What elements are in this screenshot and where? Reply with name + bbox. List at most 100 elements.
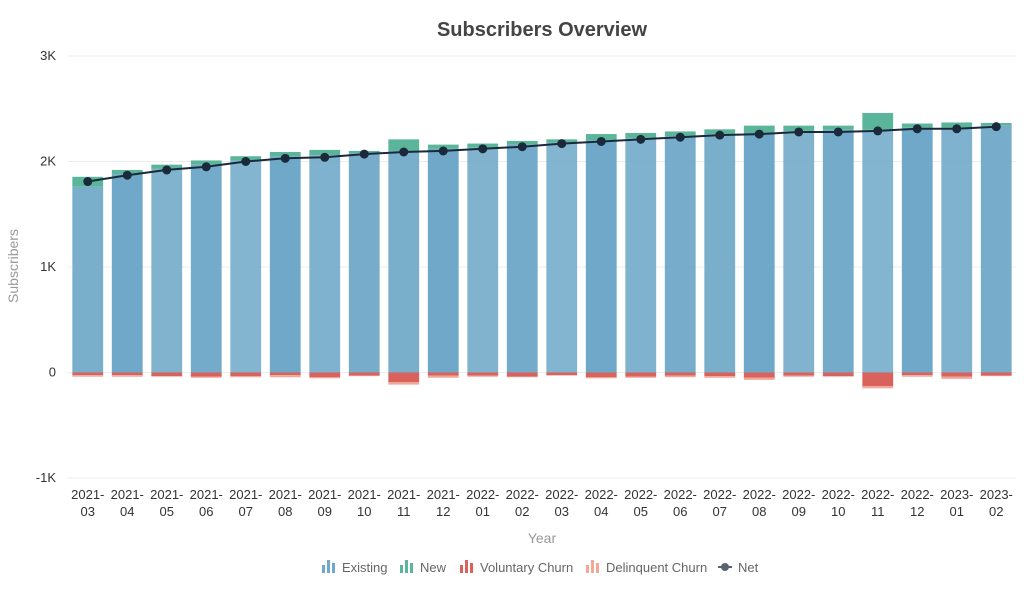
bar-existing[interactable] <box>388 150 420 373</box>
bar-delinquent-churn[interactable] <box>388 381 420 385</box>
bar-delinquent-churn[interactable] <box>941 376 973 379</box>
bar-voluntary-churn[interactable] <box>151 372 183 377</box>
bar-delinquent-churn[interactable] <box>111 375 143 377</box>
bar-existing[interactable] <box>269 156 301 373</box>
net-point[interactable] <box>636 134 646 144</box>
bar-existing[interactable] <box>822 129 854 373</box>
net-point[interactable] <box>991 122 1001 132</box>
bar-voluntary-churn[interactable] <box>388 372 420 382</box>
bar-delinquent-churn[interactable] <box>230 376 262 378</box>
bar-voluntary-churn[interactable] <box>704 372 736 377</box>
net-point[interactable] <box>715 130 725 140</box>
bar-delinquent-churn[interactable] <box>151 376 183 377</box>
bar-voluntary-churn[interactable] <box>230 372 262 377</box>
bar-existing[interactable] <box>546 142 578 373</box>
net-point[interactable] <box>952 124 962 134</box>
bar-existing[interactable] <box>941 127 973 373</box>
net-point[interactable] <box>754 129 764 139</box>
bar-voluntary-churn[interactable] <box>309 372 341 378</box>
legend-item-net[interactable]: Net <box>718 560 759 575</box>
bar-voluntary-churn[interactable] <box>348 372 380 376</box>
bar-delinquent-churn[interactable] <box>72 375 104 377</box>
bar-voluntary-churn[interactable] <box>546 372 578 376</box>
bar-voluntary-churn[interactable] <box>111 372 143 376</box>
net-point[interactable] <box>241 157 251 166</box>
net-point[interactable] <box>83 177 93 187</box>
net-point[interactable] <box>359 149 369 159</box>
bar-existing[interactable] <box>309 155 341 373</box>
net-point[interactable] <box>162 165 172 175</box>
bar-new[interactable] <box>862 112 894 130</box>
bar-delinquent-churn[interactable] <box>309 377 341 379</box>
legend-item-existing[interactable]: Existing <box>322 560 388 575</box>
bar-existing[interactable] <box>783 130 815 373</box>
bar-delinquent-churn[interactable] <box>546 375 578 376</box>
bar-existing[interactable] <box>704 134 736 373</box>
bar-voluntary-churn[interactable] <box>467 372 499 376</box>
bar-voluntary-churn[interactable] <box>625 372 657 377</box>
net-point[interactable] <box>478 144 488 154</box>
bar-existing[interactable] <box>743 133 775 373</box>
net-point[interactable] <box>596 136 606 146</box>
bar-existing[interactable] <box>585 140 617 373</box>
bar-new[interactable] <box>388 139 420 151</box>
bar-voluntary-churn[interactable] <box>664 372 696 376</box>
bar-delinquent-churn[interactable] <box>664 375 696 378</box>
legend[interactable]: Existing New Voluntary Churn Delinquent Chu… <box>322 560 759 575</box>
bar-voluntary-churn[interactable] <box>72 372 104 376</box>
bar-existing[interactable] <box>72 186 104 373</box>
bar-voluntary-churn[interactable] <box>269 372 301 376</box>
net-point[interactable] <box>794 127 804 137</box>
bar-new[interactable] <box>743 125 775 134</box>
bar-existing[interactable] <box>664 136 696 373</box>
net-point[interactable] <box>399 147 409 157</box>
bar-existing[interactable] <box>862 129 894 373</box>
bar-voluntary-churn[interactable] <box>901 372 933 376</box>
bar-delinquent-churn[interactable] <box>348 375 380 377</box>
net-point[interactable] <box>833 127 843 137</box>
bar-delinquent-churn[interactable] <box>743 377 775 380</box>
bar-delinquent-churn[interactable] <box>190 376 222 378</box>
bar-voluntary-churn[interactable] <box>783 372 815 376</box>
bar-delinquent-churn[interactable] <box>269 375 301 378</box>
bar-delinquent-churn[interactable] <box>467 375 499 377</box>
bar-existing[interactable] <box>427 148 459 373</box>
bar-existing[interactable] <box>230 160 262 373</box>
net-point[interactable] <box>122 170 132 180</box>
legend-item-new[interactable]: New <box>400 560 447 575</box>
net-point[interactable] <box>201 162 211 172</box>
bar-voluntary-churn[interactable] <box>822 372 854 377</box>
bar-existing[interactable] <box>348 153 380 373</box>
bar-delinquent-churn[interactable] <box>585 377 617 379</box>
bar-delinquent-churn[interactable] <box>862 386 894 389</box>
bar-voluntary-churn[interactable] <box>585 372 617 378</box>
net-point[interactable] <box>517 142 527 152</box>
bar-delinquent-churn[interactable] <box>704 376 736 378</box>
net-point[interactable] <box>320 152 330 162</box>
bar-voluntary-churn[interactable] <box>743 372 775 378</box>
bar-existing[interactable] <box>111 174 143 373</box>
bar-existing[interactable] <box>625 138 657 373</box>
bar-new[interactable] <box>309 149 341 156</box>
bar-existing[interactable] <box>980 125 1012 373</box>
net-point[interactable] <box>912 124 922 134</box>
net-point[interactable] <box>557 139 567 149</box>
bar-voluntary-churn[interactable] <box>506 372 538 377</box>
bar-voluntary-churn[interactable] <box>862 372 894 387</box>
bar-delinquent-churn[interactable] <box>506 376 538 378</box>
bar-voluntary-churn[interactable] <box>980 372 1012 376</box>
bar-voluntary-churn[interactable] <box>427 372 459 376</box>
bar-voluntary-churn[interactable] <box>941 372 973 377</box>
bar-delinquent-churn[interactable] <box>980 375 1012 377</box>
bar-voluntary-churn[interactable] <box>190 372 222 377</box>
bar-existing[interactable] <box>901 127 933 373</box>
bar-existing[interactable] <box>190 164 222 373</box>
bar-delinquent-churn[interactable] <box>625 376 657 378</box>
net-point[interactable] <box>438 146 448 156</box>
legend-item-voluntary-churn[interactable]: Voluntary Churn <box>460 560 573 575</box>
bar-existing[interactable] <box>151 168 183 373</box>
net-point[interactable] <box>280 153 290 163</box>
bar-delinquent-churn[interactable] <box>783 375 815 377</box>
net-point[interactable] <box>675 132 685 142</box>
net-point[interactable] <box>873 126 883 136</box>
